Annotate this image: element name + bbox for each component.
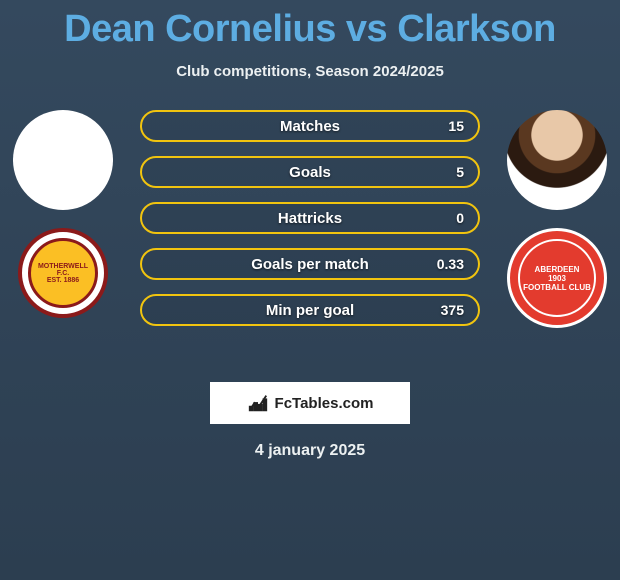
- stat-value: 0: [456, 210, 464, 226]
- crest-text-top: ABERDEEN: [535, 265, 580, 274]
- comparison-content: MOTHERWELL F.C. EST. 1886 Matches 15 Goa…: [0, 110, 620, 360]
- stat-row-min-per-goal: Min per goal 375: [140, 294, 480, 326]
- stat-value: 5: [456, 164, 464, 180]
- stat-row-hattricks: Hattricks 0: [140, 202, 480, 234]
- club-crest-motherwell: MOTHERWELL F.C. EST. 1886: [18, 228, 108, 318]
- stat-value: 375: [441, 302, 464, 318]
- stat-label: Goals: [289, 164, 331, 181]
- stat-label: Goals per match: [251, 256, 369, 273]
- subtitle: Club competitions, Season 2024/2025: [0, 63, 620, 80]
- player-right-avatar: [507, 110, 607, 210]
- crest-text-bottom: EST. 1886: [47, 277, 79, 284]
- stat-row-goals: Goals 5: [140, 156, 480, 188]
- stat-value: 0.33: [437, 256, 464, 272]
- stat-value: 15: [448, 118, 464, 134]
- stat-label: Hattricks: [278, 210, 342, 227]
- crest-text-mid: 1903: [548, 274, 566, 283]
- chart-icon: [247, 392, 269, 414]
- brand-text: FcTables.com: [275, 395, 374, 412]
- right-player-column: ABERDEEN 1903 FOOTBALL CLUB: [502, 110, 612, 328]
- crest-text-top: MOTHERWELL F.C.: [31, 263, 95, 277]
- page-title: Dean Cornelius vs Clarkson: [0, 0, 620, 51]
- stat-row-goals-per-match: Goals per match 0.33: [140, 248, 480, 280]
- crest-inner: MOTHERWELL F.C. EST. 1886: [28, 238, 98, 308]
- club-crest-aberdeen: ABERDEEN 1903 FOOTBALL CLUB: [507, 228, 607, 328]
- stat-label: Min per goal: [266, 302, 354, 319]
- date-text: 4 january 2025: [0, 442, 620, 460]
- player-left-avatar: [13, 110, 113, 210]
- crest-text-bottom: FOOTBALL CLUB: [523, 283, 591, 292]
- left-player-column: MOTHERWELL F.C. EST. 1886: [8, 110, 118, 318]
- brand-footer: FcTables.com: [210, 382, 410, 424]
- stats-bars: Matches 15 Goals 5 Hattricks 0 Goals per…: [140, 110, 480, 326]
- stat-row-matches: Matches 15: [140, 110, 480, 142]
- crest-inner: ABERDEEN 1903 FOOTBALL CLUB: [518, 239, 596, 317]
- silhouette-placeholder: [13, 140, 113, 180]
- stat-label: Matches: [280, 118, 340, 135]
